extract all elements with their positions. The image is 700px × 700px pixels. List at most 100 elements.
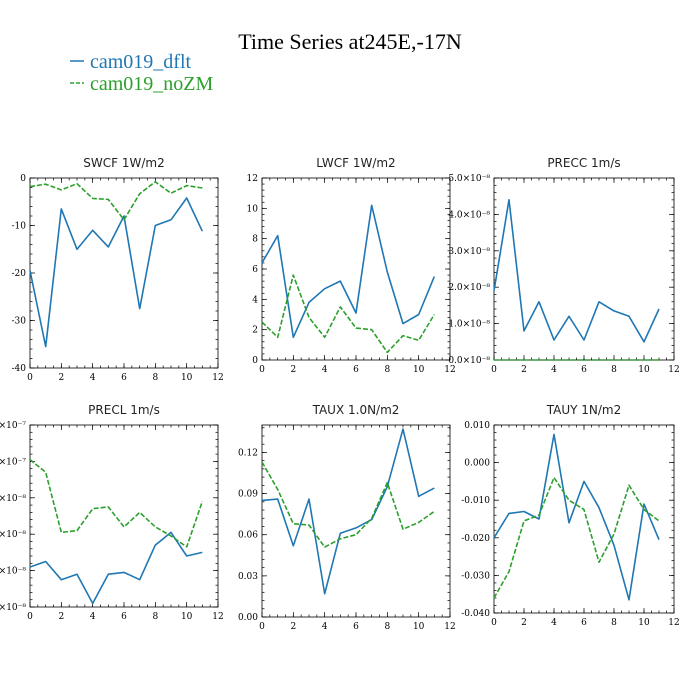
y-tick-label: 4 bbox=[252, 295, 258, 305]
legend: cam019_dflt cam019_noZM bbox=[70, 51, 214, 95]
plot-frame bbox=[261, 177, 451, 361]
x-tick-label: 6 bbox=[353, 622, 359, 632]
panel-precc: PRECC 1m/s 0 2 4 6 8 10 12 0.0×10⁻⁸ 1.0×10⁻⁸ 2.0×1… bbox=[448, 156, 679, 375]
y-tick-label: 2 bbox=[252, 326, 258, 336]
x-tick-label: 0 bbox=[259, 622, 265, 632]
x-tick-label: 10 bbox=[413, 622, 425, 632]
x-tick-label: 2 bbox=[58, 373, 64, 383]
x-tick-label: 6 bbox=[581, 618, 587, 628]
y-tick-label: 1.2×10⁻⁷ bbox=[0, 421, 26, 431]
plot-frame bbox=[493, 424, 675, 614]
series-line-nozm bbox=[261, 274, 435, 354]
x-tick-label: 8 bbox=[384, 622, 390, 632]
y-tick-label: 0.0×10⁻⁸ bbox=[448, 356, 490, 366]
x-tick-label: 2 bbox=[290, 622, 296, 632]
x-tick-label: 4 bbox=[322, 365, 328, 375]
x-tick-label: 12 bbox=[212, 373, 223, 383]
panel-lwcf: LWCF 1W/m2 0 2 4 6 8 10 12 0 2 4 6 8 10 12 bbox=[247, 156, 456, 375]
legend-label-dflt: cam019_dflt bbox=[90, 51, 192, 73]
legend-label-nozm: cam019_noZM bbox=[90, 73, 214, 95]
figure-title: Time Series at245E,-17N bbox=[238, 29, 462, 54]
y-tick-label: 8×10⁻⁸ bbox=[0, 494, 26, 504]
panel-title-precl: PRECL 1m/s bbox=[88, 403, 160, 417]
y-tick-label: 0.12 bbox=[238, 448, 258, 458]
x-tick-label: 0 bbox=[491, 365, 497, 375]
y-tick-label: 0 bbox=[252, 356, 258, 366]
panel-taux: TAUX 1.0N/m2 0 2 4 6 8 10 12 0.00 0.03 0.06 0.09 0.1… bbox=[238, 403, 456, 632]
x-tick-label: 8 bbox=[611, 365, 617, 375]
x-tick-label: 4 bbox=[90, 373, 96, 383]
x-tick-label: 10 bbox=[181, 373, 193, 383]
x-tick-label: 6 bbox=[121, 612, 127, 622]
y-tick-label: 2×10⁻⁸ bbox=[0, 603, 26, 613]
x-tick-label: 4 bbox=[551, 618, 557, 628]
x-tick-label: 0 bbox=[259, 365, 265, 375]
y-tick-label: 0.06 bbox=[238, 531, 258, 541]
y-tick-label: 4.0×10⁻⁸ bbox=[448, 210, 490, 220]
series-line-dflt bbox=[493, 199, 660, 343]
panel-title-taux: TAUX 1.0N/m2 bbox=[312, 403, 400, 417]
x-tick-label: 6 bbox=[581, 365, 587, 375]
x-tick-label: 10 bbox=[181, 612, 193, 622]
y-tick-label: 0.03 bbox=[238, 572, 258, 582]
panel-title-tauy: TAUY 1N/m2 bbox=[546, 403, 622, 417]
panel-title-lwcf: LWCF 1W/m2 bbox=[316, 156, 395, 170]
y-tick-label: -20 bbox=[12, 269, 27, 279]
x-tick-label: 0 bbox=[491, 618, 497, 628]
x-tick-label: 2 bbox=[290, 365, 296, 375]
y-tick-label: -0.030 bbox=[461, 571, 490, 581]
y-tick-label: -10 bbox=[12, 222, 27, 232]
x-tick-label: 12 bbox=[444, 365, 455, 375]
y-tick-label: 0.09 bbox=[238, 490, 258, 500]
series-line-dflt bbox=[29, 531, 203, 605]
x-tick-label: 4 bbox=[90, 612, 96, 622]
series-line-nozm bbox=[493, 476, 660, 599]
y-tick-label: 6×10⁻⁸ bbox=[0, 530, 26, 540]
x-tick-label: 10 bbox=[413, 365, 425, 375]
x-tick-label: 0 bbox=[27, 373, 33, 383]
y-tick-label: 1.0×10⁻⁸ bbox=[448, 320, 490, 330]
x-tick-label: 8 bbox=[152, 612, 158, 622]
plot-frame bbox=[493, 177, 675, 361]
plot-frame bbox=[29, 177, 219, 369]
y-tick-label: 0.010 bbox=[464, 421, 490, 431]
series-line-nozm bbox=[29, 181, 203, 221]
x-tick-label: 12 bbox=[444, 622, 455, 632]
y-tick-label: 10 bbox=[247, 204, 259, 214]
x-tick-label: 8 bbox=[611, 618, 617, 628]
y-tick-label: -30 bbox=[12, 317, 27, 327]
y-tick-label: 4×10⁻⁸ bbox=[0, 567, 26, 577]
y-tick-label: 5.0×10⁻⁸ bbox=[448, 174, 490, 184]
series-line-dflt bbox=[29, 197, 204, 348]
series-line-dflt bbox=[261, 428, 435, 595]
y-tick-label: 1.0×10⁻⁷ bbox=[0, 457, 26, 467]
series-line-dflt bbox=[261, 204, 436, 339]
x-tick-label: 6 bbox=[121, 373, 127, 383]
x-tick-label: 12 bbox=[668, 618, 679, 628]
y-tick-label: 2.0×10⁻⁸ bbox=[448, 283, 490, 293]
x-tick-label: 2 bbox=[58, 612, 64, 622]
y-tick-label: 6 bbox=[252, 265, 258, 275]
y-tick-label: -0.040 bbox=[461, 609, 490, 619]
panel-title-precc: PRECC 1m/s bbox=[547, 156, 620, 170]
x-tick-label: 4 bbox=[322, 622, 328, 632]
x-tick-label: 2 bbox=[521, 618, 527, 628]
x-tick-label: 10 bbox=[638, 365, 650, 375]
y-tick-label: 8 bbox=[252, 235, 258, 245]
y-tick-label: -0.020 bbox=[461, 534, 490, 544]
plot-frame bbox=[29, 424, 219, 608]
y-tick-label: 3.0×10⁻⁸ bbox=[448, 247, 490, 257]
panel-precl: PRECL 1m/s 0 2 4 6 8 10 12 2×10⁻⁸ 4×10⁻⁸ 6×10⁻⁸ 8×1… bbox=[0, 403, 224, 622]
y-tick-label: 0.00 bbox=[238, 613, 258, 623]
series-line-nozm bbox=[29, 458, 204, 548]
series-line-nozm bbox=[261, 461, 435, 548]
x-tick-label: 12 bbox=[668, 365, 679, 375]
x-tick-label: 6 bbox=[353, 365, 359, 375]
x-tick-label: 0 bbox=[27, 612, 33, 622]
x-tick-label: 2 bbox=[521, 365, 527, 375]
y-tick-label: 0 bbox=[20, 174, 26, 184]
panel-tauy: TAUY 1N/m2 0 2 4 6 8 10 12 -0.040 -0.030 -0.020 -0.… bbox=[461, 403, 680, 628]
x-tick-label: 8 bbox=[152, 373, 158, 383]
x-tick-label: 8 bbox=[384, 365, 390, 375]
